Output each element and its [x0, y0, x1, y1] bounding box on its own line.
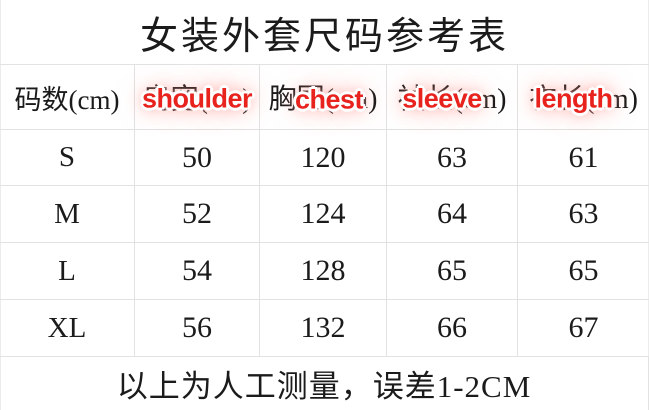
value-text: 61	[568, 140, 599, 174]
footer-note-text: 以上为人工测量，误差1-2CM	[116, 369, 532, 404]
header-shoulder-cn: 肩宽(cm)	[142, 84, 252, 115]
value-text: 54	[182, 254, 212, 287]
header-chest-cn: 胸围(cm)	[268, 84, 378, 115]
chest-annotation: chest	[294, 84, 364, 115]
value-cell: 66	[387, 300, 518, 357]
value-cell: 56	[135, 300, 260, 357]
value-cell: 120	[260, 130, 387, 186]
value-text: 128	[300, 254, 346, 287]
value-cell: 67	[518, 300, 649, 357]
size-label-cell: XL	[0, 300, 135, 357]
value-cell: 64	[387, 186, 518, 243]
value-cell: 128	[260, 243, 387, 300]
size-label: L	[58, 254, 76, 287]
value-text: 120	[300, 140, 346, 174]
shoulder-annotation: shoulder	[141, 83, 253, 114]
header-chest: 胸围(cm) chest	[260, 65, 387, 130]
value-cell: 63	[518, 186, 649, 243]
length-annotation: length	[534, 83, 614, 114]
value-cell: 63	[387, 130, 518, 186]
size-label: M	[54, 197, 80, 230]
value-cell: 61	[518, 130, 649, 186]
value-cell: 65	[518, 243, 649, 300]
value-text: 56	[182, 311, 212, 344]
value-text: 124	[300, 197, 346, 230]
value-text: 66	[437, 311, 467, 344]
value-text: 63	[568, 197, 599, 230]
value-cell: 50	[135, 130, 260, 186]
sleeve-annotation: sleeve	[402, 83, 482, 114]
header-length: 衣长(cm) length	[518, 65, 649, 130]
header-shoulder: 肩宽(cm) shoulder	[135, 65, 260, 130]
footer-note: 以上为人工测量，误差1-2CM	[0, 357, 649, 410]
size-label-cell: S	[0, 130, 135, 186]
value-cell: 54	[135, 243, 260, 300]
value-text: 67	[568, 311, 599, 344]
size-label: XL	[47, 311, 87, 344]
value-cell: 132	[260, 300, 387, 357]
value-text: 64	[437, 197, 467, 230]
header-length-cn: 衣长(cm)	[529, 84, 638, 115]
value-cell: 52	[135, 186, 260, 243]
value-text: 65	[568, 254, 599, 287]
value-text: 52	[182, 197, 212, 230]
value-text: 65	[437, 254, 467, 287]
size-label: S	[58, 141, 76, 173]
value-cell: 65	[387, 243, 518, 300]
value-cell: 124	[260, 186, 387, 243]
header-sleeve-cn: 袖长(cm)	[397, 84, 507, 115]
page-title-text: 女装外套尺码参考表	[139, 15, 509, 58]
page-title: 女装外套尺码参考表	[0, 0, 649, 65]
header-size-label: 码数(cm)	[14, 84, 120, 115]
size-label-cell: L	[0, 243, 135, 300]
value-text: 50	[182, 140, 212, 174]
value-text: 63	[437, 140, 467, 174]
header-size: 码数(cm)	[0, 65, 135, 130]
value-text: 132	[300, 311, 346, 344]
size-label-cell: M	[0, 186, 135, 243]
header-sleeve: 袖长(cm) sleeve	[387, 65, 518, 130]
